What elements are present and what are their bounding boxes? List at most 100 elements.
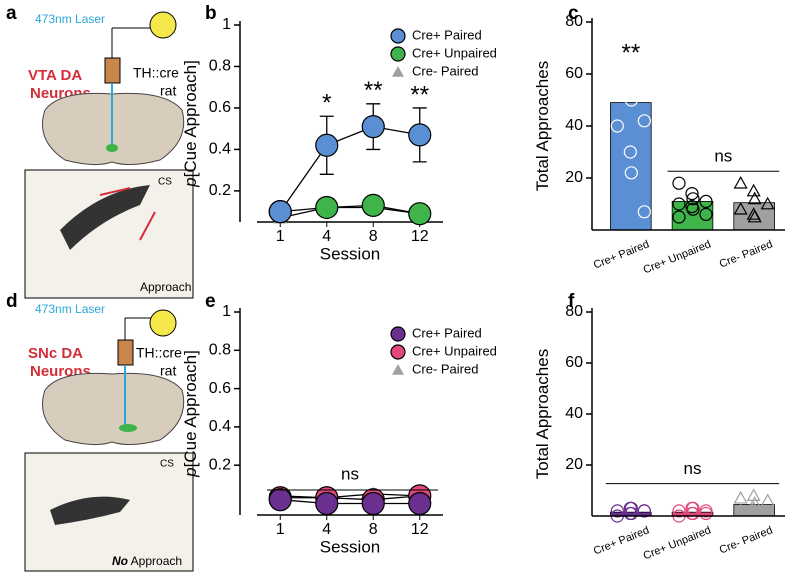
strain-label: rat <box>160 83 176 99</box>
rat-icon <box>60 185 150 250</box>
data-point <box>746 488 761 501</box>
x-tick-label: 4 <box>322 228 331 245</box>
data-point <box>699 194 713 208</box>
y-tick-label: 80 <box>565 303 583 320</box>
data-point <box>408 491 432 516</box>
strain-label: rat <box>160 363 176 379</box>
y-tick-label: 0.8 <box>209 342 231 359</box>
data-point <box>747 496 762 509</box>
data-point <box>637 114 651 128</box>
region-label: SNc DA <box>28 345 83 362</box>
y-tick-label: 60 <box>565 65 583 82</box>
y-tick-label: 40 <box>565 405 583 422</box>
significance-label: ** <box>621 40 640 67</box>
y-tick-label: 1 <box>222 303 231 320</box>
data-point <box>624 93 638 107</box>
legend-marker <box>392 364 404 375</box>
x-tick-label: Cre- Paired <box>718 524 775 556</box>
strain-label: TH::cre <box>133 65 179 81</box>
data-point <box>747 209 762 223</box>
laser-label: 473nm Laser <box>35 12 105 26</box>
x-tick-label: 8 <box>369 521 378 538</box>
y-tick-label: 0.2 <box>209 456 231 473</box>
opsin-site <box>119 424 137 432</box>
comparison-label: ns <box>714 147 732 166</box>
data-point <box>747 191 762 205</box>
data-point <box>361 193 385 218</box>
legend-marker <box>392 66 404 77</box>
x-tick-label: Cre+ Unpaired <box>642 238 713 276</box>
data-point <box>760 493 775 507</box>
y-tick-label: 60 <box>565 354 583 371</box>
data-point <box>686 501 700 515</box>
rat-icon <box>50 496 130 525</box>
data-point <box>699 207 713 221</box>
y-axis-label-italic: p <box>181 177 200 187</box>
legend-marker <box>390 28 406 44</box>
laser-icon <box>149 309 177 337</box>
data-point <box>623 62 637 76</box>
comparison-label: ns <box>341 464 359 483</box>
cue-label: CS <box>158 177 172 188</box>
comparison-label: ns <box>684 459 702 478</box>
y-tick-label: 0.6 <box>209 99 231 116</box>
data-point <box>408 202 432 226</box>
data-point <box>672 176 686 190</box>
strain-label: TH::cre <box>136 345 182 361</box>
data-point <box>699 506 713 521</box>
data-point <box>315 133 339 157</box>
y-tick-label: 1 <box>222 16 231 33</box>
diagram: 473nm Laser VTA DA Neurons TH::cre rat C… <box>24 11 194 299</box>
y-tick-label: 0.8 <box>209 58 231 75</box>
legend-label: Cre+ Unpaired <box>412 45 497 60</box>
y-tick-label: 0.4 <box>209 141 231 158</box>
behavior-text: Approach <box>131 554 182 568</box>
x-tick-label: 8 <box>369 228 378 245</box>
legend-marker <box>390 344 406 360</box>
data-point <box>733 175 748 189</box>
data-point <box>610 119 624 133</box>
panel-label: b <box>205 3 217 24</box>
data-point <box>685 187 699 201</box>
region-label: VTA DA <box>28 67 82 84</box>
behavior-box <box>24 169 194 299</box>
brain <box>42 92 185 166</box>
opsin-site <box>106 144 118 152</box>
x-tick-label: 4 <box>322 521 331 538</box>
data-point <box>624 506 638 521</box>
legend-label: Cre- Paired <box>412 361 478 376</box>
cannula <box>104 57 121 84</box>
panel-label: a <box>6 3 17 24</box>
x-tick-label: 12 <box>411 228 429 245</box>
series-line <box>280 499 420 505</box>
behavior-prefix: No <box>112 554 128 568</box>
data-point <box>315 491 339 516</box>
laser-icon <box>149 11 177 39</box>
x-tick-label: 12 <box>411 521 429 538</box>
y-axis-label: Total Approaches <box>533 349 552 479</box>
y-tick-label: 20 <box>565 169 583 186</box>
legend-label: Cre+ Unpaired <box>412 343 497 358</box>
data-point <box>637 205 651 219</box>
data-point <box>672 197 686 211</box>
series-line <box>280 204 420 215</box>
y-axis-label-text: Total Approaches <box>533 61 552 191</box>
data-point <box>733 201 748 215</box>
significance-label: ** <box>410 81 429 108</box>
y-tick-label: 80 <box>565 13 583 30</box>
data-point <box>637 504 651 518</box>
arrow <box>139 211 156 241</box>
panel-label: e <box>205 291 216 312</box>
significance-label: ** <box>364 77 383 104</box>
y-tick-label: 0.4 <box>209 418 231 435</box>
panel-label: d <box>6 291 18 312</box>
y-tick-label: 0.2 <box>209 182 231 199</box>
x-axis-label: Session <box>320 244 380 263</box>
y-axis-label: Total Approaches <box>533 61 552 191</box>
bar <box>733 202 775 231</box>
y-tick-label: 0.6 <box>209 380 231 397</box>
laser-label: 473nm Laser <box>35 302 105 316</box>
legend-label: Cre+ Paired <box>412 325 482 340</box>
data-point <box>686 192 700 206</box>
